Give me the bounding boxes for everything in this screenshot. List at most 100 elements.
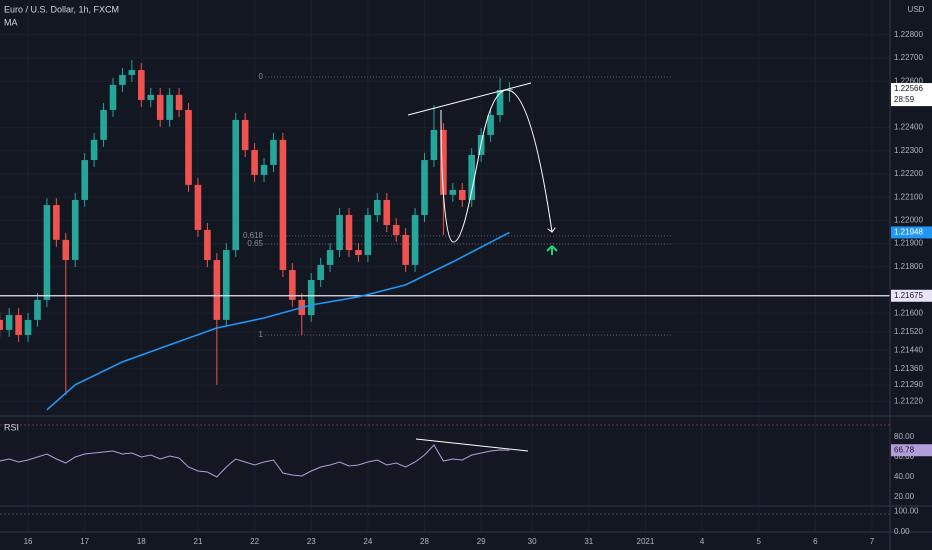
candle-body [81,160,88,200]
rsi-trend-line [415,438,529,452]
x-tick-label: 6 [813,537,818,546]
candle-body [213,260,221,320]
line-price-label: 1.21675 [894,291,923,300]
candle-body [156,94,164,120]
last-price-label-box [891,83,932,96]
candle-body [24,319,32,335]
y-tick-label: 1.21360 [894,364,923,373]
y-tick-label: 1.21440 [894,345,923,354]
candle-body [119,74,126,85]
rsi-tick-label: 40.00 [894,472,915,481]
candle-body [440,129,447,195]
y-tick-label: 1.22300 [894,146,923,155]
x-tick-label: 29 [477,537,486,546]
lower-tick-label: 0.00 [894,527,910,536]
lower-tick-label: 100.00 [894,506,919,515]
candle-body [421,160,428,216]
fib-label: 0.618 [243,231,264,240]
candle-body [147,94,155,100]
candle-body [336,215,343,251]
x-tick-label: 2021 [637,537,655,546]
candle-body [90,139,98,161]
y-tick-label: 1.22200 [894,169,923,178]
y-tick-label: 1.21290 [894,380,923,389]
rsi-last-label: 66.78 [894,445,915,454]
drawings [407,82,558,452]
y-tick-label: 1.21520 [894,327,923,336]
candle-body [307,279,315,316]
candle-body [109,84,117,110]
currency: USD [908,5,925,14]
candle-body [222,250,230,320]
candle-body [34,299,41,320]
countdown-label: 28:59 [894,95,915,104]
x-tick-label: 28 [420,537,429,546]
candle-body [15,315,22,335]
trend-line [407,82,532,116]
y-tick-label: 1.21900 [894,239,923,248]
axes: 16 17 18 21 22 23 24 28 29 30 31 2021 4 5 6 7 1.22800 1.2… [24,30,932,546]
y-tick-label: 1.21800 [894,262,923,271]
candle-body [317,264,324,280]
fib-label: 1 [259,330,264,339]
line-price-label-box [891,289,932,302]
fib-label: 0 [259,72,264,81]
candle-body [496,90,504,116]
candle-body [468,154,476,200]
candle-body [185,109,192,185]
indicator-name: MA [4,17,18,27]
candle-body [326,250,334,265]
x-tick-label: 24 [363,537,372,546]
candle-body [175,94,183,110]
candle-body [53,205,60,240]
candle-body [5,315,13,330]
candle-body [411,215,419,265]
candle-body [260,164,268,175]
candle-body [138,70,145,100]
fib-label: 0.65 [247,239,263,248]
ma-last-label-box [891,226,932,239]
candle-body [43,205,51,300]
candle-body [345,215,353,251]
ma-line [46,231,510,411]
candle-body [289,270,296,300]
rsi-pane [0,444,510,478]
rsi-line [0,444,510,478]
candle-body [374,199,381,216]
rsi-tick-label: 20.00 [894,492,915,501]
candle-body [194,184,202,230]
candle-body [204,229,211,261]
candle-body [355,250,362,255]
candle-body [430,129,438,161]
projection-curve [440,89,552,243]
x-tick-label: 21 [194,537,203,546]
x-tick-label: 4 [700,537,705,546]
candle-body [449,189,457,195]
y-tick-label: 1.21600 [894,308,923,317]
x-tick-label: 17 [80,537,89,546]
candle-body [364,215,372,255]
x-tick-label: 16 [24,537,33,546]
candle-body [383,199,391,226]
y-tick-label: 1.22100 [894,192,923,201]
candle-body [100,109,107,140]
ma-last-label: 1.21948 [894,228,923,237]
rsi-tick-label: 60.00 [894,452,915,461]
x-tick-label: 22 [250,537,259,546]
candle-body [458,189,466,200]
countdown-label-box [891,94,932,107]
candle-body [0,319,4,330]
symbol-title: Euro / U.S. Dollar, 1h, FXCM [4,4,119,14]
x-tick-label: 31 [584,537,593,546]
candle-body [71,199,79,261]
candle-body [279,139,287,271]
candle-body [62,239,70,261]
x-tick-label: 23 [307,537,316,546]
y-tick-label: 1.22000 [894,215,923,224]
candle-body [402,234,409,265]
candle-body [251,150,258,175]
rsi-last-label-box [891,444,932,457]
candle-body [506,89,513,91]
